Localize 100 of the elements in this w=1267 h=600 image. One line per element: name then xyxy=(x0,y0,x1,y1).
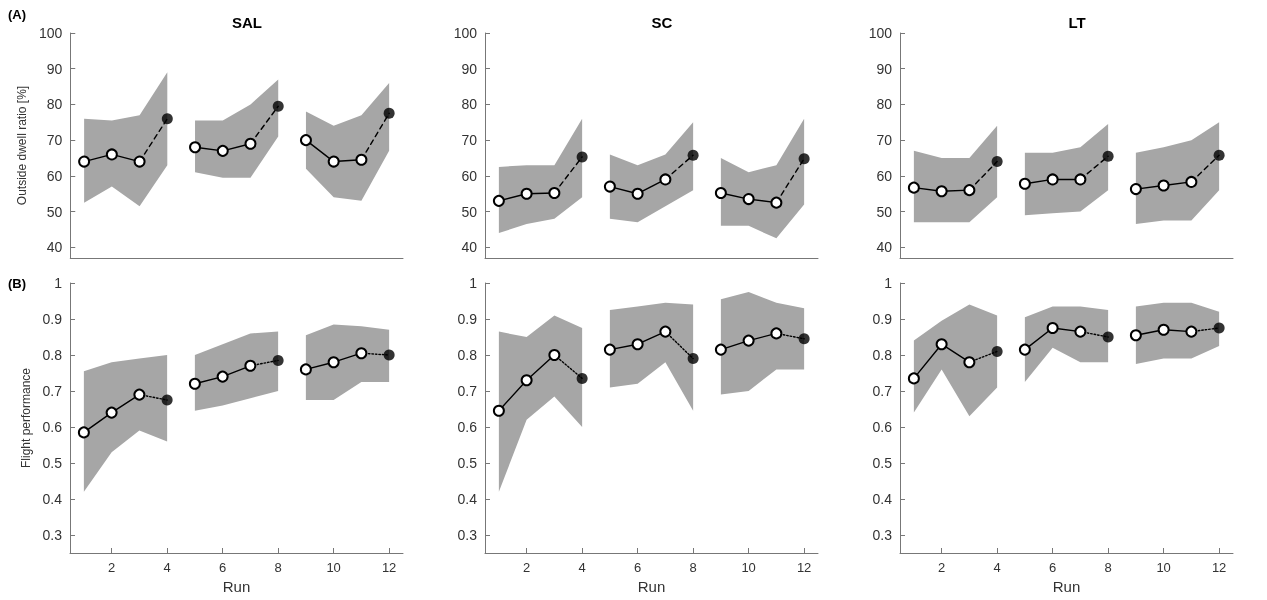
y-tick-label: 60 xyxy=(46,167,63,184)
x-tick-label: 6 xyxy=(634,560,642,575)
y-tick-label: 1 xyxy=(54,275,63,291)
x-tick-label: 8 xyxy=(1104,560,1112,575)
point xyxy=(935,185,948,198)
point xyxy=(714,187,727,199)
point xyxy=(1046,322,1059,334)
point xyxy=(133,155,146,168)
y-tick-label: 0.5 xyxy=(42,455,63,471)
point xyxy=(133,388,146,401)
point xyxy=(327,356,340,369)
y-tick-label: 90 xyxy=(46,60,63,77)
point xyxy=(991,156,1003,168)
point xyxy=(244,137,257,150)
y-tick-label: 60 xyxy=(876,167,893,184)
point xyxy=(576,372,588,384)
point xyxy=(659,325,672,338)
y-tick-label: 0.9 xyxy=(872,311,893,327)
point xyxy=(189,141,202,154)
x-tick-label: 8 xyxy=(689,560,697,575)
y-tick-label: 0.8 xyxy=(872,347,893,363)
x-tick-label: 2 xyxy=(523,560,531,575)
x-tick-label: 10 xyxy=(741,560,756,575)
chart-title: LT xyxy=(1068,14,1086,31)
point xyxy=(935,338,948,351)
point xyxy=(576,151,588,163)
point xyxy=(355,347,368,360)
x-tick-label: 12 xyxy=(796,560,812,575)
y-tick-label: 0.6 xyxy=(872,419,893,435)
point xyxy=(383,349,395,361)
x-tick-label: 10 xyxy=(1156,560,1171,575)
point xyxy=(78,155,91,168)
x-tick-label: 4 xyxy=(578,560,586,575)
y-axis-title: Outside dwell ratio [%] xyxy=(15,85,29,206)
point xyxy=(1157,179,1170,192)
x-axis-title: Run xyxy=(222,578,251,595)
chart-title: SC xyxy=(651,14,673,31)
point xyxy=(659,173,672,186)
y-tick-label: 70 xyxy=(461,132,478,149)
y-tick-label: 0.9 xyxy=(42,311,63,327)
point xyxy=(492,404,505,417)
point xyxy=(244,359,257,372)
point xyxy=(548,349,561,361)
point xyxy=(770,196,783,209)
y-tick-label: 100 xyxy=(38,25,63,41)
x-tick-label: 12 xyxy=(1211,560,1227,575)
x-axis-title: Run xyxy=(637,578,666,595)
y-tick-label: 0.8 xyxy=(457,347,478,363)
y-tick-label: 0.6 xyxy=(42,419,63,435)
point xyxy=(216,370,229,383)
y-tick-label: 80 xyxy=(876,96,893,113)
point xyxy=(742,193,755,206)
point xyxy=(603,180,616,193)
point xyxy=(991,345,1003,357)
point xyxy=(963,184,976,197)
point xyxy=(1018,177,1031,190)
y-tick-label: 100 xyxy=(868,25,893,41)
y-tick-label: 0.9 xyxy=(457,311,478,327)
text: (B) xyxy=(8,276,27,291)
y-tick-label: 0.7 xyxy=(42,383,63,399)
point xyxy=(77,426,90,439)
point xyxy=(687,353,699,365)
point xyxy=(798,333,810,345)
point xyxy=(161,113,173,125)
point xyxy=(631,338,644,351)
x-axis-title: Run xyxy=(1052,578,1081,595)
y-tick-label: 0.4 xyxy=(457,491,478,507)
point xyxy=(1129,329,1142,342)
point xyxy=(272,354,284,366)
point xyxy=(383,107,395,119)
y-axis-title: Flight performance xyxy=(18,367,33,469)
x-tick-label: 2 xyxy=(108,560,116,575)
point xyxy=(492,194,505,207)
point xyxy=(770,327,783,340)
y-tick-label: 80 xyxy=(461,96,478,113)
y-tick-label: 0.8 xyxy=(42,347,63,363)
point xyxy=(907,372,920,385)
y-tick-label: 1 xyxy=(884,275,893,291)
y-tick-label: 40 xyxy=(46,239,63,256)
point xyxy=(798,153,810,165)
y-tick-label: 0.5 xyxy=(457,455,478,471)
point xyxy=(299,363,312,376)
point xyxy=(1157,323,1170,336)
y-tick-label: 0.5 xyxy=(872,455,893,471)
x-tick-label: 4 xyxy=(993,560,1001,575)
y-tick-label: 0.3 xyxy=(457,527,478,543)
y-tick-label: 60 xyxy=(461,167,478,184)
y-tick-label: 90 xyxy=(876,60,893,77)
point xyxy=(216,144,229,157)
point xyxy=(1046,173,1059,186)
point xyxy=(1213,149,1225,161)
y-tick-label: 70 xyxy=(876,132,893,149)
y-tick-label: 1 xyxy=(469,275,478,291)
point xyxy=(1018,343,1031,356)
point xyxy=(714,343,727,356)
x-tick-label: 10 xyxy=(326,560,341,575)
point xyxy=(1129,183,1142,196)
point xyxy=(907,181,920,194)
point xyxy=(687,149,699,161)
y-tick-label: 100 xyxy=(453,25,478,41)
